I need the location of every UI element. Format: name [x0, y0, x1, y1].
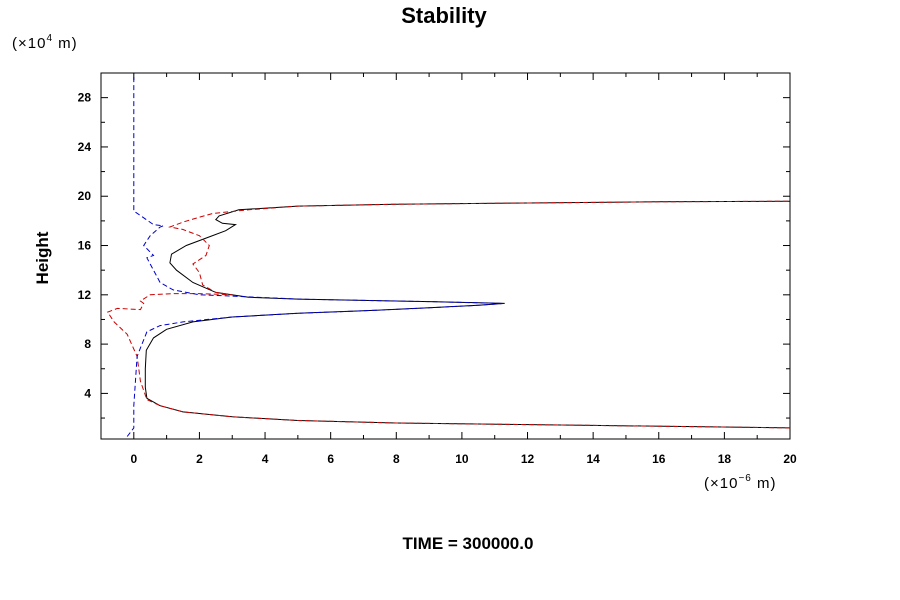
axis-ticks — [100, 72, 791, 439]
x-tick-labels: 0 2 4 6 8 10 12 14 16 18 20 — [130, 452, 797, 466]
series-line-3 — [126, 73, 505, 437]
y-tick-label: 28 — [78, 91, 92, 105]
x-tick-label: 4 — [262, 452, 269, 466]
y-tick-label: 8 — [84, 337, 91, 351]
x-tick-label: 0 — [130, 452, 137, 466]
y-tick-label: 24 — [78, 140, 92, 154]
y-tick-label: 12 — [78, 288, 92, 302]
x-unit-label: (×10−6 m) — [704, 473, 777, 492]
x-tick-label: 20 — [783, 452, 797, 466]
y-tick-labels: 4 8 12 16 20 24 28 — [78, 91, 92, 401]
chart-title: Stability — [401, 3, 487, 28]
x-tick-label: 16 — [652, 452, 666, 466]
y-tick-label: 16 — [78, 239, 92, 253]
series-line-1 — [144, 200, 790, 429]
x-tick-label: 8 — [393, 452, 400, 466]
y-tick-label: 4 — [84, 386, 91, 400]
y-tick-label: 20 — [78, 189, 92, 203]
time-footer: TIME = 300000.0 — [403, 534, 534, 553]
x-tick-label: 10 — [455, 452, 469, 466]
y-unit-label: (×104 m) — [12, 33, 78, 52]
x-tick-label: 18 — [718, 452, 732, 466]
y-axis-label: Height — [33, 231, 52, 284]
x-tick-label: 12 — [521, 452, 535, 466]
series-group — [106, 73, 790, 437]
x-tick-label: 6 — [327, 452, 334, 466]
series-line-2 — [106, 200, 790, 429]
plot-frame — [100, 72, 791, 440]
x-tick-label: 14 — [586, 452, 600, 466]
x-tick-label: 2 — [196, 452, 203, 466]
